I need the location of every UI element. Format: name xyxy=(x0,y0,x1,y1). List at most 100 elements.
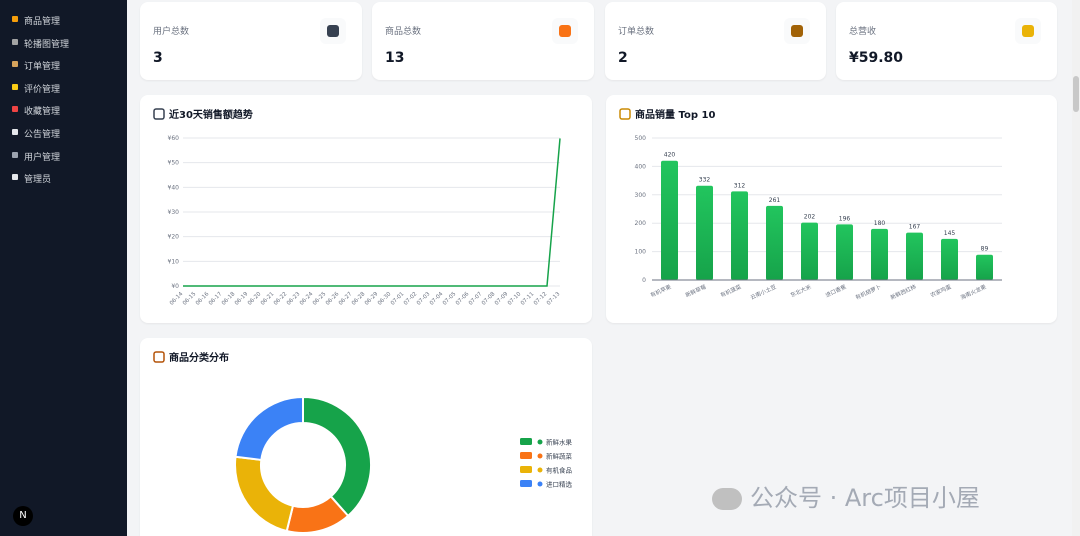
legend-swatch xyxy=(520,452,532,459)
scrollbar[interactable] xyxy=(1072,0,1080,536)
legend-swatch xyxy=(520,438,532,445)
x-tick-label: 海南火龙果 xyxy=(959,282,988,301)
legend-label: 进口精选 xyxy=(546,480,573,489)
legend-label: 新鲜蔬菜 xyxy=(546,452,573,461)
title-icon xyxy=(153,351,165,363)
stat-value: ¥59.80 xyxy=(849,50,904,66)
value-label: 332 xyxy=(699,177,711,184)
value-label: 180 xyxy=(874,220,886,227)
menu-item[interactable]: 评价管理 xyxy=(24,84,61,95)
menu-item[interactable]: 公告管理 xyxy=(24,130,61,140)
stat-card: 商品总数 13 xyxy=(372,2,594,80)
bar xyxy=(661,160,678,280)
bar xyxy=(766,205,783,280)
value-label: 145 xyxy=(944,230,956,237)
menu-item[interactable]: 管理员 xyxy=(24,175,52,186)
menu-icon xyxy=(12,61,18,68)
y-tick-label: ¥60 xyxy=(168,135,180,142)
chart-title: 近30天销售额趋势 xyxy=(169,108,253,121)
x-tick-label: 进口香蕉 xyxy=(824,282,848,299)
legend-icon xyxy=(537,481,543,487)
line-card: 近30天销售额趋势 ¥0 ¥10 ¥20 ¥30 ¥40 ¥50 ¥60 06-14 06-15 0… xyxy=(140,95,592,323)
bar xyxy=(836,224,853,280)
legend-label: 新鲜水果 xyxy=(546,438,573,447)
legend-swatch xyxy=(520,480,532,487)
menu-item[interactable]: 商品管理 xyxy=(24,17,61,27)
legend-swatch xyxy=(520,466,532,473)
stat-icon xyxy=(1015,18,1041,44)
pie-slice xyxy=(234,455,295,533)
y-tick-label: ¥0 xyxy=(171,283,179,290)
bar xyxy=(731,191,748,280)
pie-card: 商品分类分布新鲜水果新鲜蔬菜有机食品进口精选 xyxy=(140,338,592,536)
x-tick-label: 有机苹果 xyxy=(649,282,673,299)
menu-icon xyxy=(12,174,18,181)
y-tick-label: ¥10 xyxy=(168,258,180,265)
y-tick-label: 0 xyxy=(642,277,646,284)
value-label: 196 xyxy=(839,215,851,222)
y-tick-label: ¥20 xyxy=(168,234,180,241)
stat-label: 用户总数 xyxy=(153,27,190,37)
menu-item[interactable]: 订单管理 xyxy=(24,62,61,73)
y-tick-label: 500 xyxy=(635,135,647,142)
stat-label: 订单总数 xyxy=(618,27,655,37)
x-tick-label: 07-01 xyxy=(390,291,406,307)
stat-label: 总营收 xyxy=(849,27,877,37)
dev-badge[interactable]: N xyxy=(13,506,33,526)
stat-value: 13 xyxy=(385,50,405,66)
x-tick-label: 07-02 xyxy=(403,291,419,307)
stat-card: 总营收 ¥59.80 xyxy=(836,2,1057,80)
stat-value: 3 xyxy=(153,50,163,66)
value-label: 202 xyxy=(804,214,816,221)
x-tick-label: 有机菠菜 xyxy=(719,282,743,299)
stat-label: 商品总数 xyxy=(385,27,422,37)
stat-icon xyxy=(320,18,346,44)
menu-icon xyxy=(12,106,18,113)
icon-shape xyxy=(791,25,803,37)
pie-slice xyxy=(302,395,372,518)
value-label: 167 xyxy=(909,224,921,231)
bar-card: 商品销量 Top 10 0 100 200 300 400 500 420 有机苹果 332 新鲜草… xyxy=(606,95,1057,323)
value-label: 261 xyxy=(769,197,781,204)
chart-title: 商品销量 Top 10 xyxy=(635,108,715,121)
stat-card: 用户总数 3 xyxy=(140,2,362,80)
y-tick-label: ¥50 xyxy=(168,160,180,167)
menu-item[interactable]: 轮播图管理 xyxy=(24,39,70,50)
bar xyxy=(976,254,993,280)
legend-icon xyxy=(537,453,543,459)
stat-value: 2 xyxy=(618,50,628,66)
chart-title: 商品分类分布 xyxy=(169,351,229,364)
x-tick-label: 新鲜西红柿 xyxy=(889,282,918,301)
x-tick-label: 有机胡萝卜 xyxy=(854,283,882,302)
x-tick-label: 农家鸡蛋 xyxy=(929,282,953,299)
x-tick-label: 07-11 xyxy=(520,291,536,307)
bar xyxy=(801,222,818,280)
value-label: 420 xyxy=(664,152,676,159)
menu-icon xyxy=(12,38,18,45)
title-icon xyxy=(619,108,631,120)
x-tick-label: 07-13 xyxy=(546,291,562,307)
icon-shape xyxy=(327,25,339,37)
legend-label: 有机食品 xyxy=(546,466,572,475)
menu-item[interactable]: 用户管理 xyxy=(24,152,61,163)
x-tick-label: 06-22 xyxy=(273,291,289,307)
value-label: 89 xyxy=(981,246,989,253)
pie-slice xyxy=(234,395,304,462)
stat-icon xyxy=(784,18,810,44)
menu-item[interactable]: 收藏管理 xyxy=(24,107,61,118)
bar xyxy=(906,232,923,280)
menu-icon xyxy=(12,16,18,22)
bar xyxy=(696,185,713,280)
y-tick-label: ¥40 xyxy=(168,184,180,191)
y-tick-label: ¥30 xyxy=(168,209,180,216)
x-tick-label: 云南小土豆 xyxy=(749,282,778,301)
icon-shape xyxy=(1022,25,1034,37)
x-tick-label: 06-21 xyxy=(260,291,276,307)
watermark: 公众号 · Arc项目小屋 xyxy=(712,478,980,513)
menu-icon xyxy=(12,129,18,135)
x-tick-label: 东北大米 xyxy=(789,282,813,299)
scroll-thumb[interactable] xyxy=(1073,76,1079,112)
menu-icon xyxy=(12,83,18,90)
